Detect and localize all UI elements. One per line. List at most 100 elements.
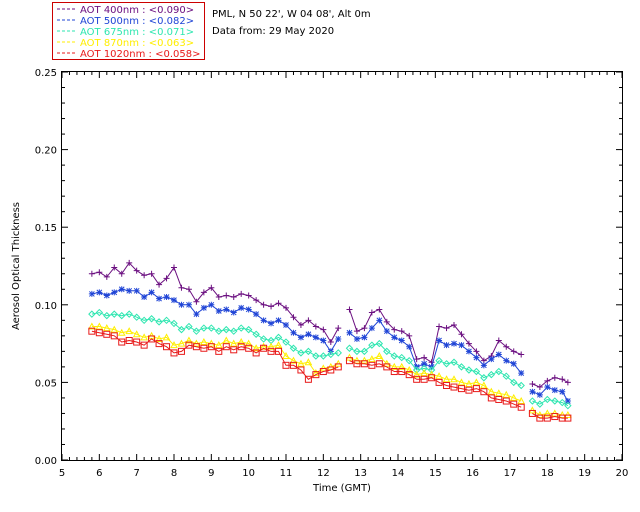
data-point-diamond [442,360,451,368]
data-point-star [171,297,177,304]
data-point-diamond [207,324,216,332]
data-point-square [207,343,215,351]
data-point-diamond [185,322,193,331]
data-point-square [551,413,559,421]
data-point-square [428,374,436,382]
data-point-star [559,388,566,395]
data-point-star [88,290,95,297]
legend: AOT 400nm : <0.090>AOT 500nm : <0.082>AO… [52,2,205,60]
data-point-triangle [412,370,421,378]
data-point-square [148,335,156,343]
data-point-diamond [558,398,566,407]
data-point-star [544,384,551,391]
data-point-diamond [360,347,369,356]
data-point-plus [495,337,502,344]
data-point-plus [391,326,398,333]
data-point-star [346,329,353,336]
data-point-diamond [215,327,223,335]
data-point-triangle [140,333,148,341]
y-axis-title: Aerosol Optical Thickness [11,202,22,330]
data-point-diamond [543,395,552,404]
data-point-diamond [398,353,406,362]
data-point-square [312,371,320,379]
data-point-square [543,414,551,422]
data-point-square [420,375,428,383]
data-point-plus [118,270,125,277]
x-tick-label: 20 [616,468,629,479]
data-point-square [245,344,253,352]
data-point-square [319,368,327,376]
data-point-star [473,354,480,361]
data-point-diamond [551,397,559,405]
data-point-star [163,294,170,301]
data-point-square [353,360,361,368]
data-point-plus [398,328,405,335]
data-point-star [185,301,192,308]
data-point-plus [451,321,457,328]
data-point-triangle [185,336,193,344]
data-point-diamond [132,313,141,321]
data-point-triangle [132,330,141,338]
data-point-triangle [312,369,320,377]
data-point-triangle [102,324,111,332]
data-point-star [406,343,413,350]
series-line [91,312,339,357]
x-tick-label: 19 [578,468,591,479]
x-tick-label: 15 [429,468,442,479]
data-point-square [480,388,488,396]
data-point-star [451,340,457,347]
data-point-triangle [442,375,451,383]
data-point-star [518,370,525,377]
data-point-plus [253,297,260,304]
data-point-plus [335,325,342,332]
legend-label: AOT 1020nm : <0.058> [80,49,200,60]
data-point-plus [208,284,215,291]
data-point-plus [283,304,289,311]
data-point-diamond [517,381,525,390]
data-point-triangle [170,341,178,349]
y-tick-label: 0.15 [35,223,57,234]
series-line [349,343,522,386]
series-line [349,360,522,408]
legend-label: AOT 675nm : <0.071> [80,27,194,38]
data-point-diamond [502,372,510,380]
data-point-plus [320,326,327,333]
legend-label: AOT 400nm : <0.090> [80,5,194,16]
data-point-square [267,347,275,355]
data-point-triangle [543,409,552,417]
data-point-square [133,338,141,346]
data-point-star [436,337,443,344]
data-point-plus [96,269,103,276]
data-point-square [457,385,465,393]
data-point-plus [260,301,267,308]
data-point-triangle [487,387,496,395]
data-point-square [487,394,495,402]
data-point-triangle [494,389,503,397]
data-point-plus [103,273,110,280]
data-point-diamond [420,364,428,373]
data-point-square [564,414,572,422]
data-point-plus [126,259,133,266]
data-point-plus [536,384,543,391]
data-point-square [289,361,297,369]
y-tick-label: 0.10 [35,301,57,312]
data-point-diamond [297,349,305,357]
data-point-square [345,357,353,365]
data-point-star [551,387,558,394]
data-point-diamond [327,350,335,359]
data-point-diamond [244,325,253,334]
data-point-triangle [472,378,481,386]
data-point-diamond [192,327,201,335]
data-point-diamond [435,356,443,365]
data-point-diamond [155,318,163,326]
data-point-plus [111,264,118,271]
data-point-plus [185,286,192,293]
data-point-star [290,329,297,336]
data-point-star [141,294,148,301]
data-point-diamond [274,333,283,342]
data-point-square [510,400,518,408]
data-point-diamond [405,356,413,365]
data-point-plus [88,270,95,277]
data-point-plus [312,323,319,330]
series-line [91,326,339,374]
